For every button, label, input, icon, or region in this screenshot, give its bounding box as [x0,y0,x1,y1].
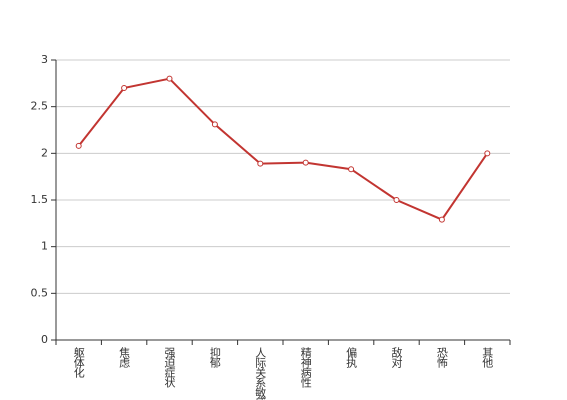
x-tick-label: 其他 [481,347,494,368]
y-tick-label: 2 [41,146,48,159]
point [257,160,264,167]
x-tick-label: 人际关系敏感 [254,347,267,400]
x-tick-label: 抑郁 [208,346,221,368]
x-tick-label: 躯体化 [72,347,85,379]
x-tick-label: 焦虑 [118,347,131,368]
point [484,150,491,157]
point [166,75,173,82]
point [75,142,82,149]
point [438,216,445,223]
y-tick-label: 2.5 [31,100,49,113]
y-tick-label: 0.5 [31,286,49,299]
point [302,159,309,166]
x-tick-label: 恐怖 [435,347,448,368]
point [211,121,218,128]
line [77,77,489,221]
x-tick-label: 敌对 [390,346,403,368]
x-tick-label: 偏执 [345,346,358,369]
y-tick-label: 1.5 [31,193,49,206]
point [393,197,400,203]
point [121,85,128,91]
y-tick-label: 1 [41,240,48,253]
point [348,166,355,173]
y-tick-label: 0 [41,333,48,346]
x-tick-label: 精神病性 [299,347,312,389]
y-tick-label: 3 [41,53,48,66]
x-tick-label: 强迫症状 [163,347,176,388]
